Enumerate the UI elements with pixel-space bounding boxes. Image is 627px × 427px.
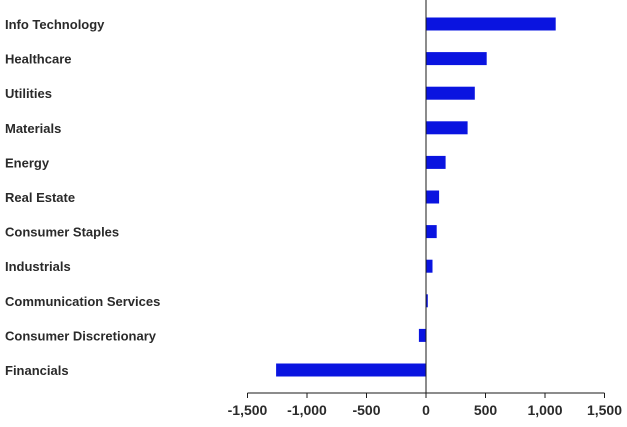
category-label-communication-services: Communication Services bbox=[5, 294, 160, 309]
x-tick-label: -500 bbox=[352, 402, 380, 418]
category-label-info-technology: Info Technology bbox=[5, 17, 105, 32]
category-label-industrials: Industrials bbox=[5, 259, 71, 274]
x-tick-labels-group: -1,500 -1,000 -500 0 500 1,000 1,500 bbox=[228, 402, 623, 418]
bar-consumer-discretionary bbox=[418, 328, 426, 342]
x-tick-label: 500 bbox=[474, 402, 498, 418]
bar-healthcare bbox=[426, 52, 487, 66]
x-tick-label: 0 bbox=[422, 402, 430, 418]
axes-group bbox=[247, 0, 605, 398]
bar-real-estate bbox=[426, 190, 440, 204]
category-labels-group: Info Technology Healthcare Utilities Materi… bbox=[5, 17, 160, 378]
category-label-real-estate: Real Estate bbox=[5, 190, 75, 205]
x-tick-label: 1,000 bbox=[527, 402, 562, 418]
bar-financials bbox=[276, 363, 426, 377]
bars-group bbox=[276, 17, 556, 377]
bar-industrials bbox=[426, 259, 433, 273]
bar-communication-services bbox=[426, 294, 428, 308]
category-label-consumer-discretionary: Consumer Discretionary bbox=[5, 328, 157, 343]
category-label-financials: Financials bbox=[5, 363, 69, 378]
bar-materials bbox=[426, 121, 468, 135]
x-tick-label: -1,000 bbox=[287, 402, 327, 418]
x-tick-label: 1,500 bbox=[587, 402, 622, 418]
category-label-materials: Materials bbox=[5, 121, 61, 136]
bar-energy bbox=[426, 155, 446, 169]
category-label-consumer-staples: Consumer Staples bbox=[5, 225, 119, 240]
bar-consumer-staples bbox=[426, 225, 437, 239]
category-label-healthcare: Healthcare bbox=[5, 52, 71, 67]
x-tick-label: -1,500 bbox=[228, 402, 268, 418]
bar-utilities bbox=[426, 86, 475, 100]
category-label-energy: Energy bbox=[5, 155, 50, 170]
bar-info-technology bbox=[426, 17, 556, 31]
category-label-utilities: Utilities bbox=[5, 86, 52, 101]
